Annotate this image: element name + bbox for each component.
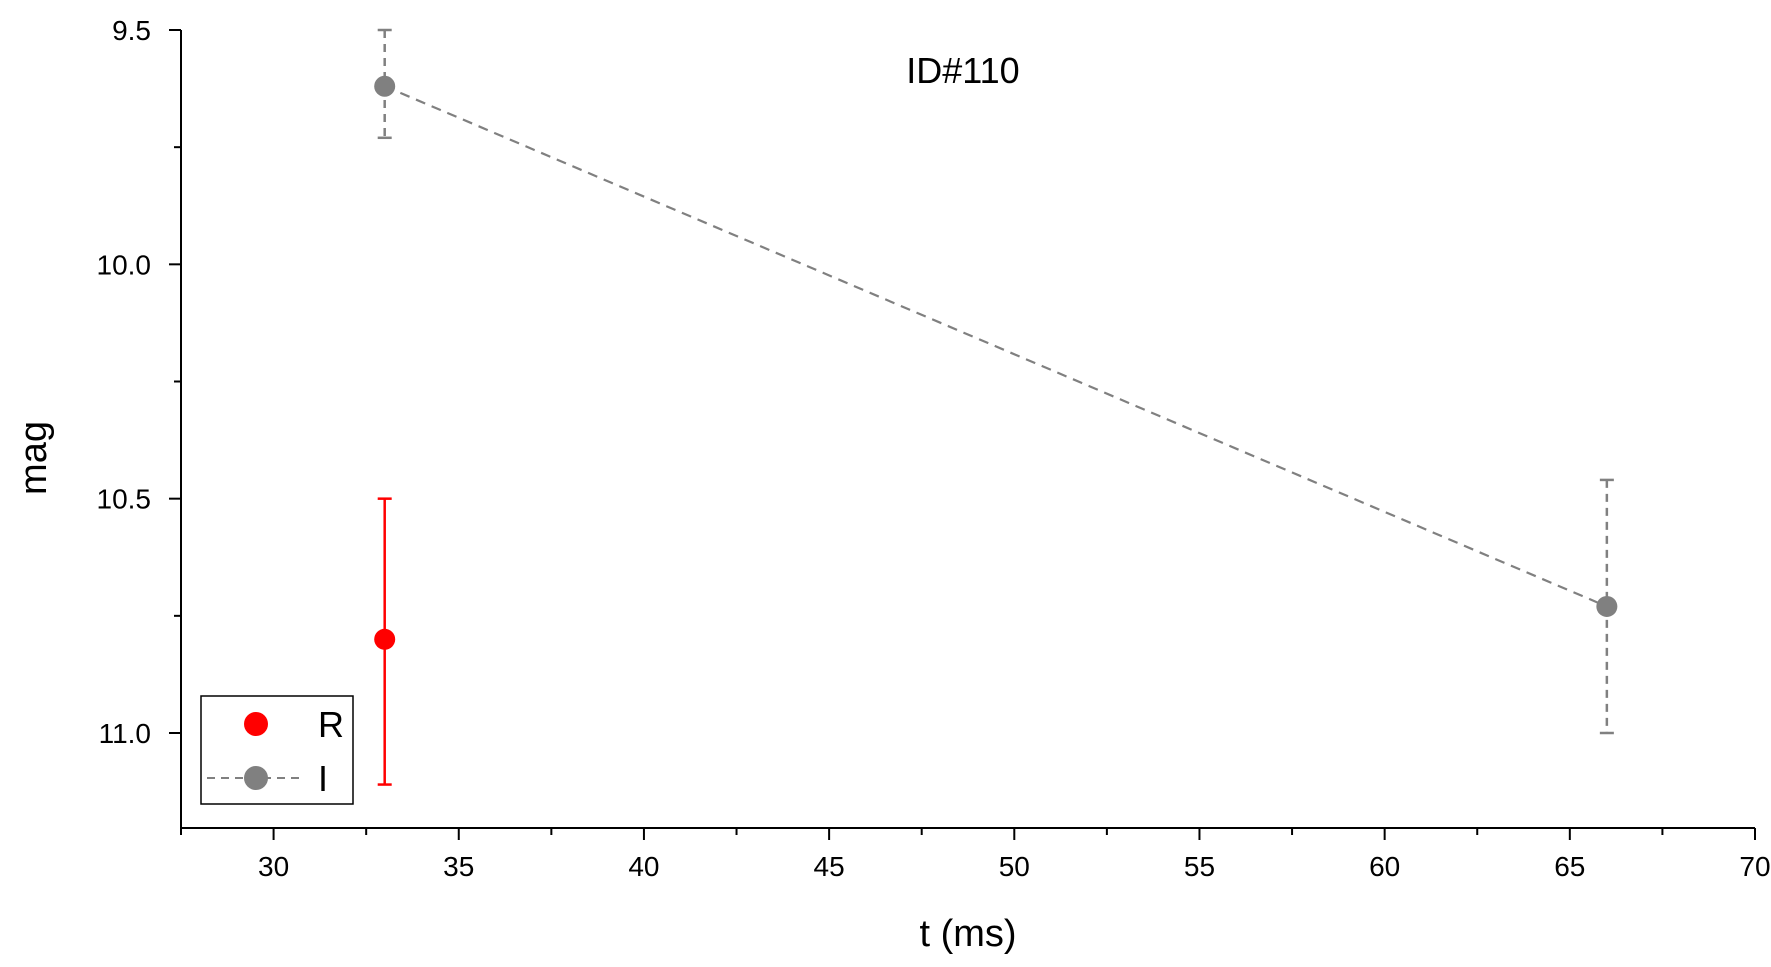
x-tick-label: 70 (1739, 851, 1770, 882)
plot-area (374, 28, 1618, 786)
x-axis-ticks: 30 35 40 45 50 55 60 65 70 (180, 828, 1771, 882)
data-point-I (1596, 595, 1618, 617)
x-axis-title: t (ms) (919, 913, 1016, 955)
legend-box (200, 695, 354, 805)
x-tick-label: 55 (1184, 851, 1215, 882)
series-line-I (384, 85, 1608, 608)
y-tick-label: 10.5 (97, 484, 152, 515)
data-point-R (374, 628, 396, 650)
x-tick-label: 35 (443, 851, 474, 882)
x-tick-label: 65 (1554, 851, 1585, 882)
x-tick-label: 50 (999, 851, 1030, 882)
y-axis-title: mag (13, 421, 55, 495)
x-tick-label: 40 (628, 851, 659, 882)
legend-label-R: R (318, 704, 344, 745)
y-tick-label: 11.0 (99, 718, 151, 749)
legend-marker-R (244, 712, 268, 736)
x-tick-label: 30 (258, 851, 289, 882)
y-tick-label: 10.0 (97, 249, 152, 280)
legend: RI (200, 695, 354, 805)
data-point-I (374, 75, 396, 97)
legend-label-I: I (318, 758, 328, 799)
x-tick-label: 45 (814, 851, 845, 882)
y-tick-label: 9.5 (112, 15, 151, 46)
axes (180, 30, 1755, 829)
y-axis-ticks: 9.5 10.0 10.5 11.0 (97, 15, 181, 749)
legend-marker-I (244, 766, 268, 790)
chart-title: ID#110 (906, 50, 1019, 91)
x-tick-label: 60 (1369, 851, 1400, 882)
